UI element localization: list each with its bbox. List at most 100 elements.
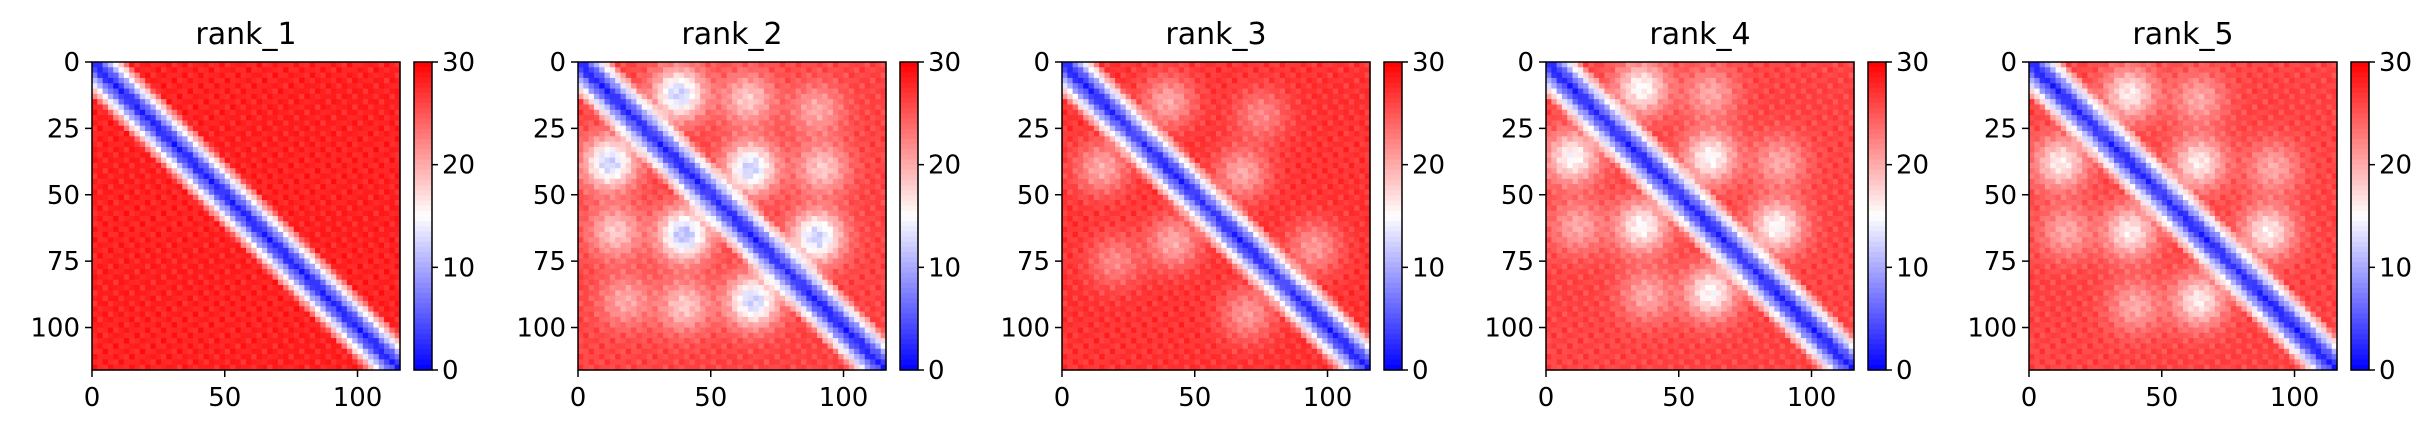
heatmap-cell [118,184,125,191]
heatmap-cell [636,178,643,185]
heatmap-cell [224,194,231,201]
heatmap-cell [689,115,696,122]
heatmap-cell [378,152,385,159]
heatmap-cell [315,300,321,307]
heatmap-cell [309,290,316,297]
heatmap-cell [150,343,157,350]
heatmap-cell [176,189,183,196]
heatmap-cell [389,364,396,371]
heatmap-cell [352,194,359,201]
heatmap-cell [609,67,616,74]
heatmap-cell [102,316,109,323]
heatmap-cell [652,189,659,196]
heatmap-cell [118,162,125,169]
heatmap-cell [620,131,627,137]
heatmap-cell [716,194,722,201]
heatmap-cell [118,359,125,366]
heatmap-cell [214,221,221,228]
heatmap-cell [272,253,279,260]
heatmap-cell [864,157,871,164]
heatmap-cell [107,62,114,68]
heatmap-cell [848,99,855,106]
heatmap-cell [288,279,295,286]
heatmap-cell [240,338,247,345]
heatmap-cell [272,77,279,84]
colorbar-segment [414,364,432,371]
heatmap-cell [710,168,717,175]
heatmap-cell [176,168,183,175]
heatmap-cell [272,136,279,143]
heatmap-cell [362,231,369,238]
heatmap-cell [710,194,717,201]
heatmap-cell [694,77,701,84]
heatmap-cell [214,72,221,79]
heatmap-cell [176,322,183,329]
heatmap-cell [203,311,210,318]
heatmap-cell [246,316,252,323]
heatmap-cell [155,359,162,366]
heatmap-cell [123,226,130,233]
heatmap-cell [357,343,364,350]
heatmap-cell [325,285,332,291]
heatmap-cell [134,348,141,355]
heatmap-cell [870,173,876,180]
heatmap-cell [166,83,173,90]
heatmap-cell [705,162,712,169]
heatmap-cell [822,184,829,191]
heatmap-cell [578,109,584,116]
heatmap-cell [838,77,845,84]
colorbar-segment [414,195,432,202]
heatmap-cell [357,99,364,106]
heatmap-cell [811,109,818,116]
heatmap-cell [753,146,760,153]
heatmap-cell [742,72,749,79]
heatmap-cell [726,194,733,201]
heatmap-cell [224,316,231,323]
heatmap-cell [219,322,226,329]
heatmap-cell [838,194,845,201]
heatmap-cell [822,146,829,153]
heatmap-cell [256,269,263,276]
heatmap-cell [208,157,215,164]
heatmap-cell [182,247,189,254]
heatmap-cell [368,253,375,260]
heatmap-cell [838,131,845,137]
heatmap-cell [315,72,321,79]
heatmap-cell [832,152,839,159]
heatmap-cell [246,306,252,313]
heatmap-cell [251,162,258,169]
heatmap-cell [150,157,157,164]
heatmap-cell [389,253,396,260]
heatmap-cell [113,348,120,355]
heatmap-cell [330,72,337,79]
heatmap-cell [368,146,375,153]
heatmap-cell [219,210,226,217]
heatmap-cell [732,194,738,201]
heatmap-cell [118,173,125,180]
heatmap-cell [240,194,247,201]
heatmap-cell [277,279,284,286]
heatmap-cell [288,364,295,371]
heatmap-cell [214,263,221,270]
heatmap-cell [373,194,380,201]
heatmap-cell [689,109,696,116]
colorbar-segment [414,82,432,89]
heatmap-cell [357,216,364,222]
heatmap-cell [134,269,141,276]
heatmap-cell [129,93,136,100]
heatmap-cell [673,173,680,180]
heatmap-cell [219,316,226,323]
heatmap-cell [357,348,364,355]
heatmap-cell [811,88,818,95]
heatmap-cell [145,247,152,254]
heatmap-cell [198,184,205,191]
heatmap-cell [631,67,638,74]
heatmap-cell [705,146,712,153]
heatmap-cell [710,125,717,132]
heatmap-cell [721,93,728,100]
heatmap-cell [315,189,321,196]
heatmap-cell [251,173,258,180]
heatmap-cell [394,104,401,111]
heatmap-cell [92,115,98,122]
heatmap-cell [832,173,839,180]
